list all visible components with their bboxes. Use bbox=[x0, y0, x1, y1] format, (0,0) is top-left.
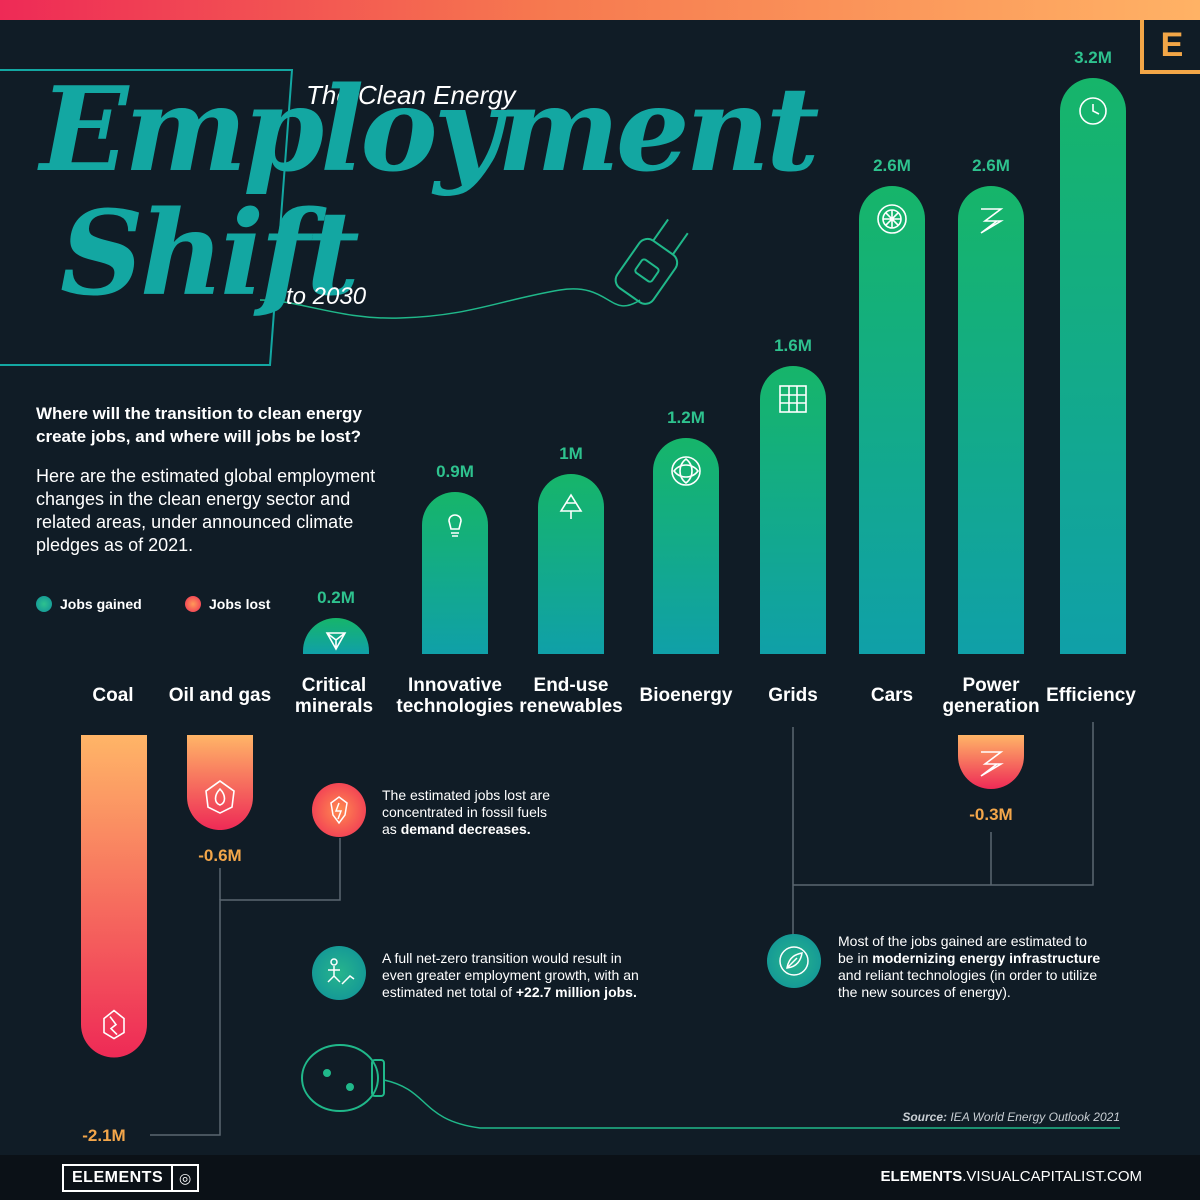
bar-power-generation-lost bbox=[958, 735, 1024, 789]
page-title-line1: Employment bbox=[40, 62, 820, 198]
site-url[interactable]: ELEMENTS.VISUALCAPITALIST.COM bbox=[880, 1168, 1142, 1185]
bulb-icon bbox=[448, 514, 462, 537]
legend-lost-swatch bbox=[185, 596, 201, 612]
clock-icon bbox=[1079, 97, 1107, 125]
title-kicker: The Clean Energy bbox=[306, 80, 516, 110]
value-label-power-generation-gained: 2.6M bbox=[972, 156, 1010, 175]
category-label-power-generation: Power generation bbox=[942, 675, 1040, 717]
intro-question: Where will the transition to clean energ… bbox=[36, 404, 362, 446]
intro-body: Here are the estimated global employment… bbox=[36, 466, 376, 555]
category-label-efficiency: Efficiency bbox=[1046, 685, 1136, 706]
leaf-infrastructure-icon bbox=[767, 934, 821, 988]
value-label-coal-lost: -2.1M bbox=[82, 1126, 126, 1145]
footer bbox=[0, 1155, 1200, 1200]
bar-cars-gained bbox=[859, 186, 925, 654]
mineral-icon bbox=[325, 632, 347, 651]
bar-end-use-renewables-gained bbox=[538, 474, 604, 654]
flame-icon bbox=[205, 780, 235, 814]
legend-lost-label: Jobs lost bbox=[209, 596, 271, 612]
value-label-power-generation-lost: -0.3M bbox=[969, 805, 1013, 824]
elements-brand-logo[interactable]: ELEMENTS ◎ bbox=[62, 1164, 200, 1192]
bar-grids-gained bbox=[760, 366, 826, 654]
bolt-icon bbox=[980, 208, 1004, 234]
title-suffix: to 2030 bbox=[286, 283, 367, 310]
value-label-efficiency-gained: 3.2M bbox=[1074, 48, 1112, 67]
bar-innovative-technologies-gained bbox=[422, 492, 488, 654]
value-label-end-use-renewables-gained: 1M bbox=[559, 444, 583, 463]
bar-power-generation-gained bbox=[958, 186, 1024, 654]
note-fossil-fuels: The estimated jobs lost are concentrated… bbox=[382, 787, 551, 837]
recycle-icon bbox=[559, 493, 583, 519]
category-label-critical-minerals: Critical minerals bbox=[294, 675, 374, 717]
category-label-grids: Grids bbox=[768, 685, 818, 706]
bar-oil-and-gas-lost bbox=[187, 735, 253, 831]
category-label-cars: Cars bbox=[870, 685, 914, 706]
value-label-grids-gained: 1.6M bbox=[774, 336, 812, 355]
bar-efficiency-gained bbox=[1060, 78, 1126, 654]
leaf-icon bbox=[671, 456, 701, 486]
mask-icon: ◎ bbox=[171, 1166, 197, 1190]
value-label-innovative-technologies-gained: 0.9M bbox=[436, 462, 474, 481]
top-accent-bar bbox=[0, 0, 1200, 20]
legend-gained-swatch bbox=[36, 596, 52, 612]
value-label-oil-and-gas-lost: -0.6M bbox=[198, 846, 242, 866]
note-infrastructure: Most of the jobs gained are estimated to… bbox=[838, 933, 1101, 1000]
source-citation: Source: IEA World Energy Outlook 2021 bbox=[902, 1110, 1120, 1124]
net-zero-growth-icon bbox=[312, 946, 366, 1000]
bar-bioenergy-gained bbox=[653, 438, 719, 654]
wheel-icon bbox=[877, 204, 907, 234]
fossil-fuels-icon bbox=[312, 783, 366, 837]
legend-gained: Jobs gained bbox=[36, 596, 142, 612]
category-label-end-use-renewables: End-use renewables bbox=[519, 675, 623, 717]
value-label-critical-minerals-gained: 0.2M bbox=[317, 588, 355, 607]
page-title-line2: Shift bbox=[60, 186, 360, 322]
value-label-bioenergy-gained: 1.2M bbox=[667, 408, 705, 427]
bolt-icon bbox=[980, 751, 1004, 777]
grid-icon bbox=[779, 385, 807, 413]
value-label-cars-gained: 2.6M bbox=[873, 156, 911, 175]
category-label-bioenergy: Bioenergy bbox=[639, 685, 733, 706]
fire-icon bbox=[103, 1009, 125, 1040]
category-label-innovative-technologies: Innovative technologies bbox=[396, 675, 514, 717]
legend-gained-label: Jobs gained bbox=[60, 596, 142, 612]
legend-lost: Jobs lost bbox=[185, 596, 270, 612]
brand-logo[interactable]: E bbox=[1140, 20, 1200, 74]
note-net-zero: A full net-zero transition would result … bbox=[382, 950, 639, 1000]
bar-critical-minerals-gained bbox=[303, 618, 369, 654]
category-label-oil-gas: Oil and gas bbox=[168, 685, 272, 706]
category-label-coal: Coal bbox=[92, 685, 134, 706]
bar-coal-lost bbox=[81, 735, 147, 1058]
